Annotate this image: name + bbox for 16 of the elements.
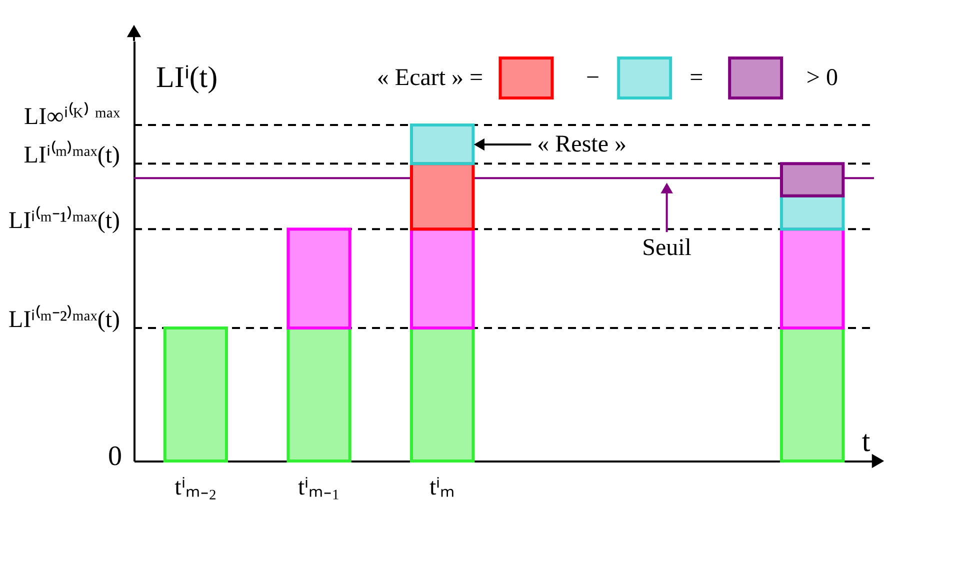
text: > 0 [806,64,838,91]
x-axis-title: t [862,425,871,458]
text: − [586,64,600,91]
legend-label: Seuil [642,235,692,262]
x-tick-label: tⁱₘ₋₁ [298,474,340,500]
y-axis-title: LIⁱ(t) [156,60,218,94]
ref-line-label: LIⁱ⁽ᵐ⁾ᵐᵃˣ(t) [24,140,120,169]
ref-line-label: LIⁱ⁽ᵐ⁻²⁾ᵐᵃˣ(t) [8,304,120,333]
x-tick-label: tⁱₘ [429,474,456,500]
ref-line-label: LIⁱ⁽ᵐ⁻¹⁾ᵐᵃˣ(t) [8,206,120,234]
x-tick-label: tⁱₘ₋₂ [174,474,217,500]
annotation: « Reste » [537,131,626,158]
text: 0 [108,441,122,472]
text: = [690,64,704,91]
text: « Ecart » = [376,64,484,91]
ref-line-label: LI∞ⁱ⁽ᴷ⁾ ᵐᵃˣ [24,102,120,130]
